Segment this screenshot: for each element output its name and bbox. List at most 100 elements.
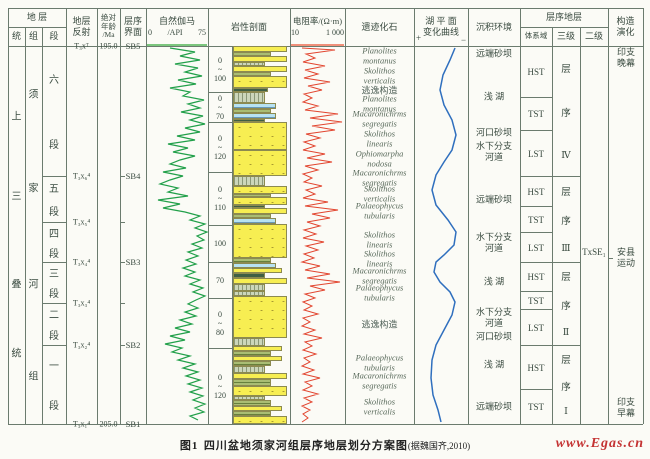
column-border — [608, 8, 609, 424]
sb-tick — [121, 176, 125, 177]
header-tectonic: 构造 演化 — [616, 16, 635, 37]
watermark: www.Egas.cn — [555, 436, 644, 451]
sb-tick — [121, 424, 125, 425]
lith-layer-s — [233, 46, 287, 52]
member-char: 段 — [49, 400, 59, 412]
header-second-order: 二级 — [584, 31, 603, 41]
sequence-char: 层 — [561, 273, 571, 284]
fossil-item: Skolithos verticalis — [345, 65, 414, 86]
environment-item: 河口砂坝 — [468, 332, 520, 343]
sb-tick — [121, 46, 125, 47]
environment-line: 水下分支 — [475, 141, 512, 151]
tectonic-line: 运动 — [616, 258, 635, 268]
lith-label-divider — [232, 46, 233, 424]
lith-layer-g — [233, 366, 266, 373]
member-divider — [42, 176, 66, 177]
systems-tract-cell: LST — [520, 309, 552, 345]
lith-layer-s — [233, 346, 282, 351]
thickness-label: 0 ~80 — [208, 298, 232, 348]
member-char: 段 — [49, 207, 59, 218]
sequence-cell: 层序 Ⅳ — [552, 46, 580, 176]
systems-tract-cell: TST — [520, 389, 552, 424]
member-cell: 三段 — [42, 262, 66, 303]
fossil-line: tubularis — [364, 210, 395, 220]
fossil-item: Palaeophycus tubularis — [345, 201, 414, 221]
fossil-line: Palaeophycus — [355, 282, 404, 293]
sequence-char: Ⅲ — [561, 244, 571, 255]
fossil-line: Skolithos — [363, 65, 396, 76]
environment-line: 水下分支 — [475, 232, 512, 242]
fossil-line: tubularis — [364, 362, 395, 372]
sequence-divider — [552, 176, 580, 177]
fossil-item: Macaronichrms segregatis — [345, 371, 414, 391]
lith-layer-s — [233, 56, 287, 62]
age-value: 205.0 — [99, 419, 118, 429]
header-gamma-log: 自然伽马 0/API 75 — [148, 16, 206, 37]
column-border — [290, 8, 291, 424]
header-strata-group: 地 层 — [26, 12, 48, 22]
fossil-line: segregatis — [362, 275, 397, 285]
environment-line: 河口砂坝 — [475, 127, 512, 138]
fossil-line: Macaronichrms — [352, 108, 407, 119]
fossil-item: 逃逸构造 — [345, 86, 414, 96]
age-value: 195.0 — [99, 41, 118, 51]
column-border — [414, 8, 415, 424]
column-border — [8, 8, 9, 424]
figure-source: (据魏国齐,2010) — [407, 441, 471, 451]
lith-layer-m — [233, 194, 271, 197]
member-cell: 一段 — [42, 345, 66, 424]
fossil-line: Skolithos — [363, 248, 396, 259]
tectonic-item: 印支 早幕 — [609, 397, 643, 419]
fossil-line: tubularis — [364, 292, 395, 302]
environment-line: 河道 — [484, 152, 503, 162]
tectonic-tick — [609, 258, 613, 259]
lake-minus-sign: − — [461, 35, 467, 45]
fossil-line: montanus — [362, 103, 397, 113]
member-divider — [42, 222, 66, 223]
sb-label: SB2 — [125, 340, 141, 350]
thickness-line: 100 — [214, 239, 226, 248]
thickness-line: ~ — [217, 64, 223, 74]
member-char: 段 — [49, 331, 59, 342]
header-third-order: 三级 — [556, 31, 575, 41]
lith-layer-l — [233, 113, 277, 119]
lith-layer-m — [233, 411, 271, 416]
thickness-line: 0 — [218, 93, 222, 103]
thickness-divider — [208, 225, 232, 226]
lith-layer-s — [233, 186, 287, 194]
thickness-line: 0 — [218, 55, 222, 65]
lith-layer-s — [233, 386, 287, 396]
thickness-line: 100 — [214, 73, 226, 83]
series-char: 叠 — [11, 279, 22, 291]
environment-item: 水下分支 河道 — [468, 141, 520, 163]
sequence-char: 序 — [561, 217, 571, 228]
member-char: 六 — [49, 75, 59, 86]
sb-tick — [121, 303, 125, 304]
sb-label: SB4 — [125, 171, 141, 181]
figure-caption: 图1 四川盆地须家河组层序地层划分方案图(据魏国齐,2010) — [0, 437, 650, 453]
lith-layer-m — [233, 400, 271, 406]
environment-item: 远端砂坝 — [468, 49, 520, 60]
column-border — [146, 8, 147, 424]
series-char: 三 — [11, 191, 22, 203]
lith-layer-m — [233, 351, 271, 356]
environment-line: 远端砂坝 — [475, 401, 512, 412]
fossil-line: Planolites — [362, 45, 397, 56]
sequence-divider — [552, 262, 580, 263]
fossil-line: 逃逸构造 — [361, 85, 398, 96]
lith-layer-s — [233, 406, 282, 411]
systems-tract-cell: TST — [520, 291, 552, 309]
header-formation: 组 — [28, 31, 38, 41]
environment-line: 河口砂坝 — [475, 331, 512, 342]
column-border — [120, 8, 121, 424]
lith-layer-s — [233, 278, 287, 284]
sequence-char: 层 — [561, 355, 571, 366]
sb-label: SB5 — [125, 41, 141, 51]
environment-item: 浅 湖 — [468, 92, 520, 103]
tectonic-item: 印支 晚幕 — [609, 47, 643, 69]
member-char: 五 — [49, 184, 59, 195]
fossil-line: 逃逸构造 — [361, 319, 398, 330]
header-resistivity-log: 电阻率/(Ω·m) 10 1 000 — [291, 16, 344, 37]
formation-char: 家 — [28, 183, 39, 195]
